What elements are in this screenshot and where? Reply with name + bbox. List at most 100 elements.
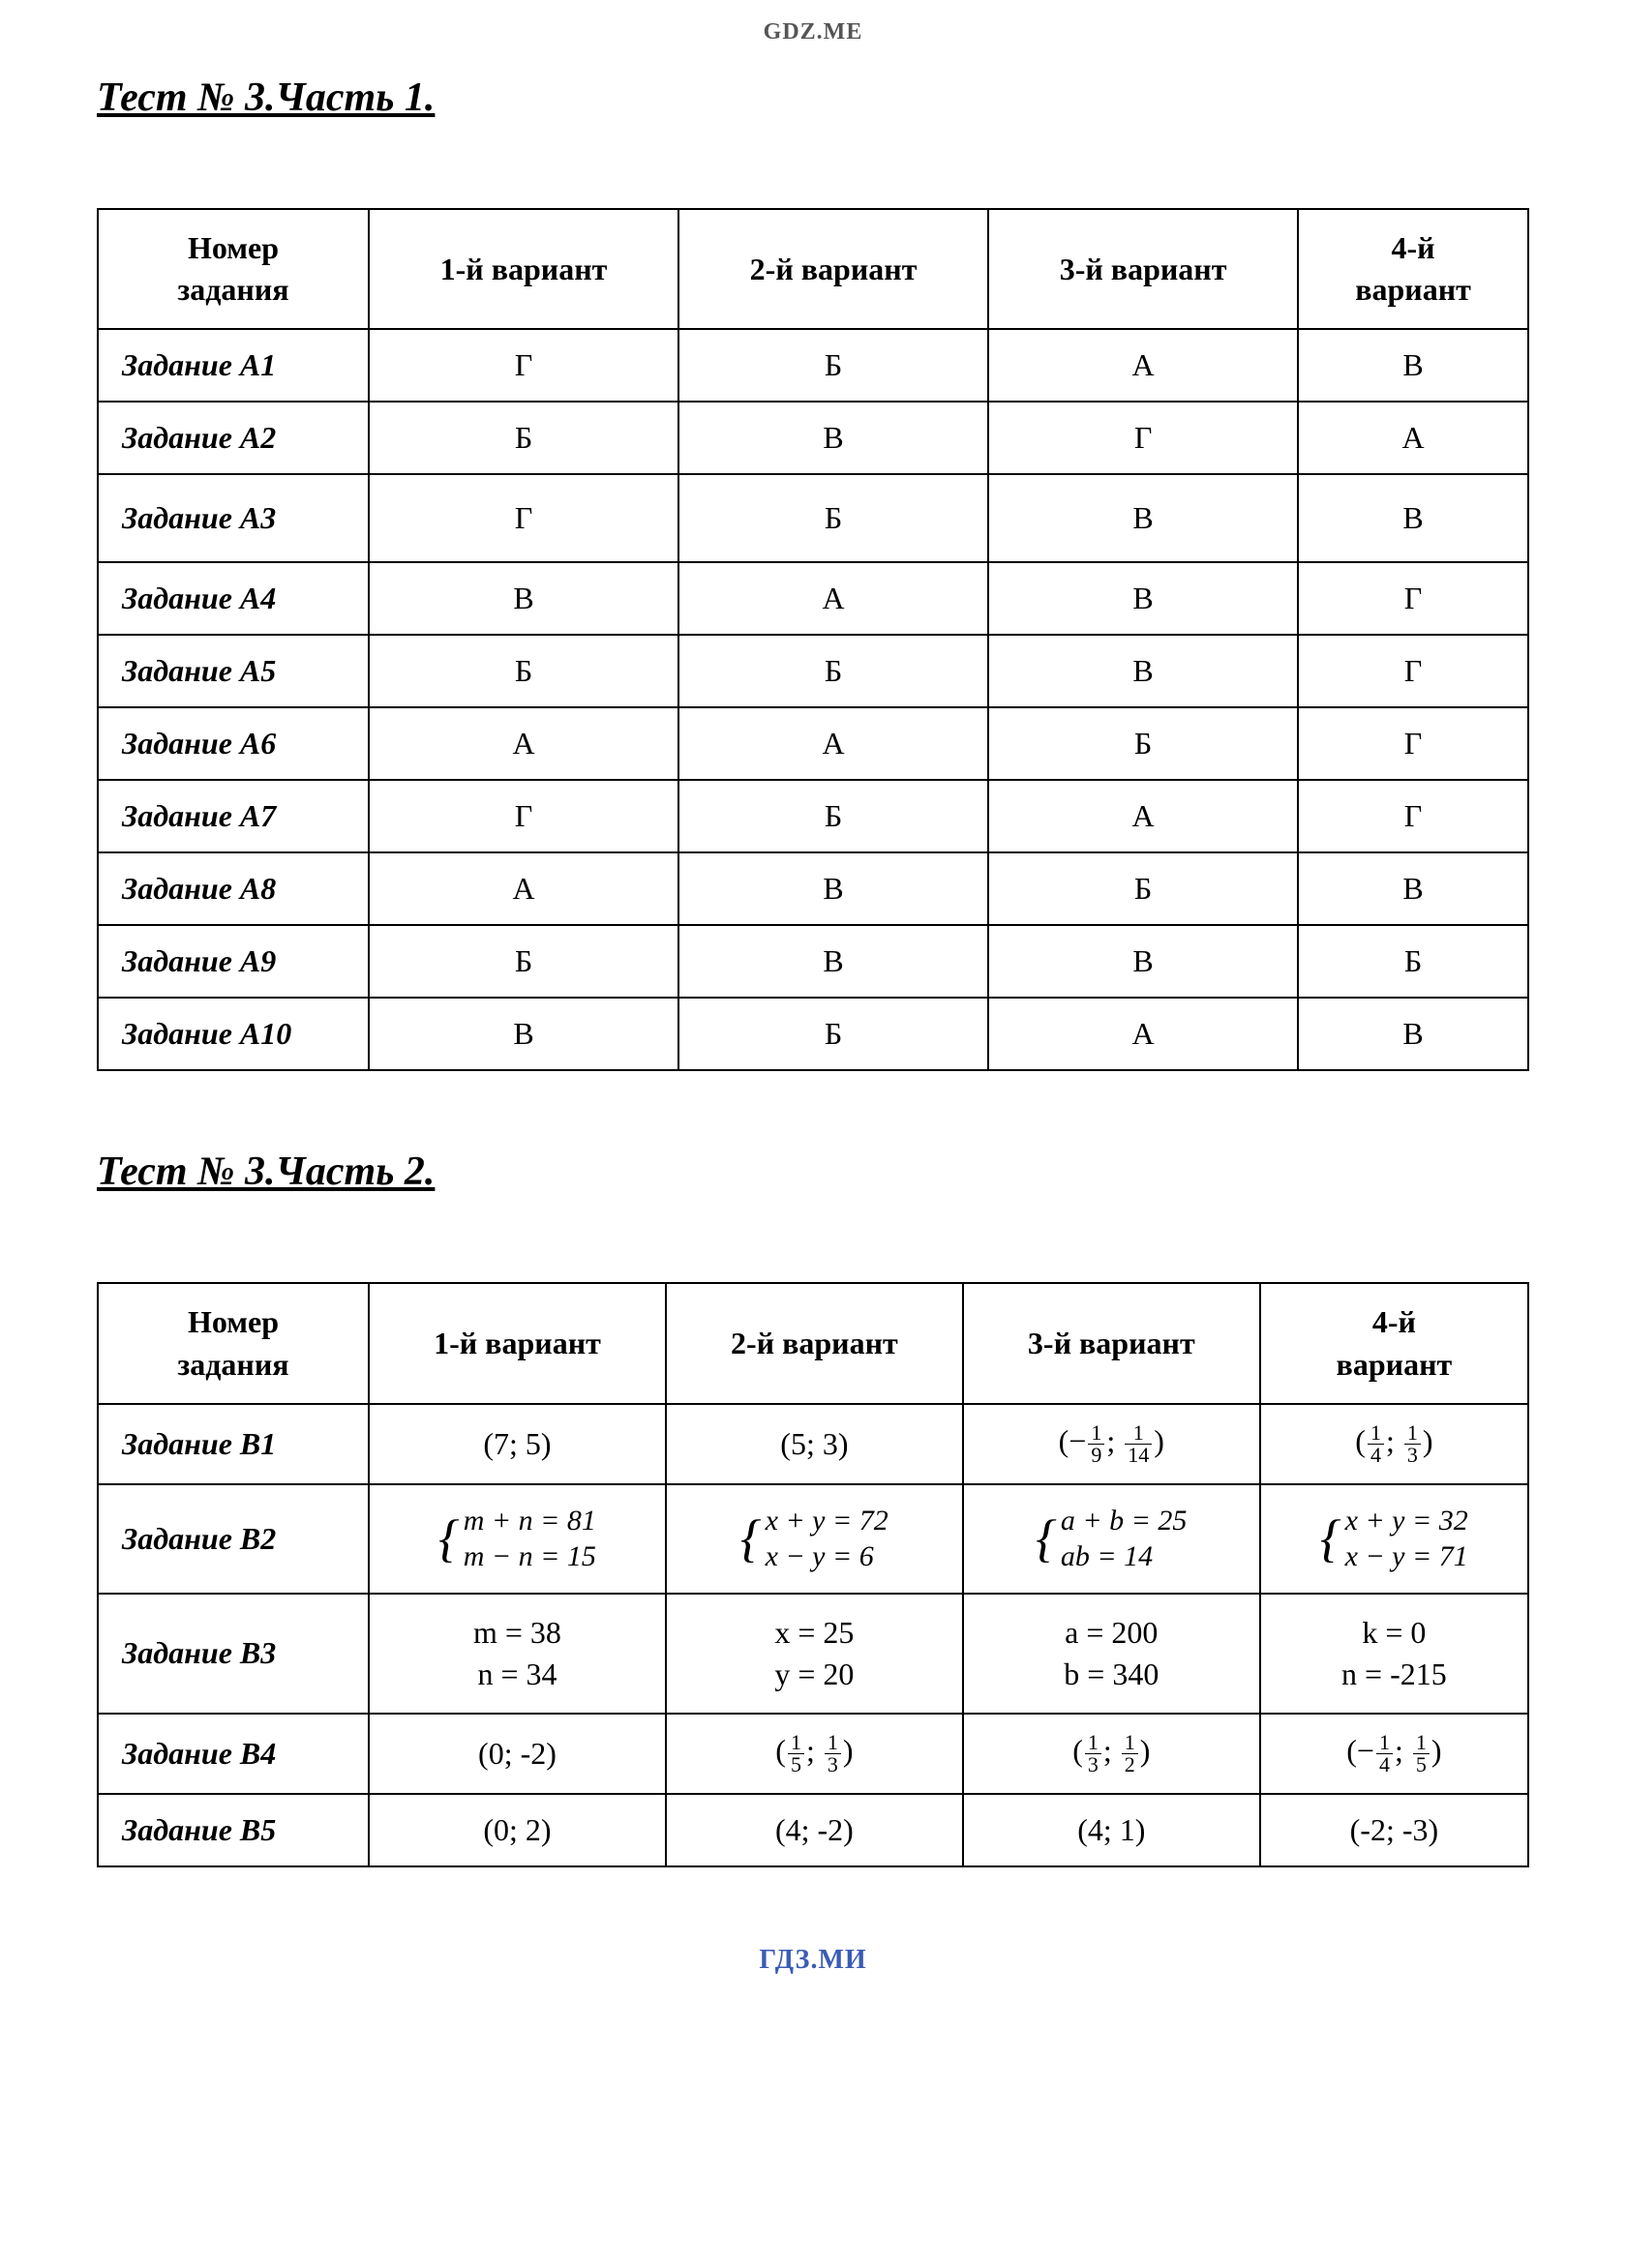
row-label: Задание В3 [98, 1594, 369, 1714]
hdr2-line1: Номерзадания [177, 1304, 288, 1381]
answer-cell: (−19; 114) [963, 1404, 1260, 1484]
answer-cell: Б [988, 707, 1298, 780]
answer-cell: a = 200b = 340 [963, 1594, 1260, 1714]
table-row: Задание А8АВБВ [98, 852, 1528, 925]
answer-cell: Б [1298, 925, 1528, 998]
answer-cell: Б [678, 474, 988, 562]
answer-cell: {m + n = 81m − n = 15 [369, 1484, 666, 1594]
answer-cell: Б [988, 852, 1298, 925]
answer-cell: (13; 12) [963, 1714, 1260, 1794]
answer-cell: Г [369, 329, 678, 402]
answer-cell: x = 25y = 20 [666, 1594, 963, 1714]
table-row: Задание А7ГБАГ [98, 780, 1528, 852]
row-label: Задание А1 [98, 329, 369, 402]
row-label: Задание А9 [98, 925, 369, 998]
hdr-line1: Номерзадания [177, 230, 288, 307]
answer-cell: А [1298, 402, 1528, 474]
answer-cell: Г [369, 474, 678, 562]
answer-cell: {a + b = 25ab = 14 [963, 1484, 1260, 1594]
part1-header-row: Номерзадания 1-й вариант 2-й вариант 3-й… [98, 209, 1528, 329]
answer-cell: k = 0n = -215 [1260, 1594, 1528, 1714]
answer-cell: Б [678, 780, 988, 852]
table-row: Задание В1(7; 5)(5; 3)(−19; 114)(14; 13) [98, 1404, 1528, 1484]
answer-cell: В [988, 474, 1298, 562]
answer-cell: А [988, 329, 1298, 402]
answer-cell: (4; -2) [666, 1794, 963, 1866]
answer-cell: В [988, 635, 1298, 707]
answer-cell: В [678, 925, 988, 998]
answer-cell: В [369, 998, 678, 1070]
answer-cell: Б [678, 329, 988, 402]
row-label: Задание В5 [98, 1794, 369, 1866]
part1-header-v4: 4-йвариант [1298, 209, 1528, 329]
part2-header-task: Номерзадания [98, 1283, 369, 1403]
row-label: Задание В2 [98, 1484, 369, 1594]
table-row: Задание А10ВБАВ [98, 998, 1528, 1070]
table-row: Задание А4ВАВГ [98, 562, 1528, 635]
answer-cell: m = 38n = 34 [369, 1594, 666, 1714]
part2-header-v4: 4-йвариант [1260, 1283, 1528, 1403]
answer-cell: (−14; 15) [1260, 1714, 1528, 1794]
answer-cell: В [369, 562, 678, 635]
answer-cell: Г [369, 780, 678, 852]
answer-cell: {x + y = 32x − y = 71 [1260, 1484, 1528, 1594]
table-row: Задание А6ААБГ [98, 707, 1528, 780]
answer-cell: А [988, 998, 1298, 1070]
answer-cell: (7; 5) [369, 1404, 666, 1484]
part2-header-v1: 1-й вариант [369, 1283, 666, 1403]
table-row: Задание А1ГБАВ [98, 329, 1528, 402]
row-label: Задание А6 [98, 707, 369, 780]
answer-cell: В [678, 852, 988, 925]
answer-cell: А [678, 707, 988, 780]
row-label: Задание А3 [98, 474, 369, 562]
answer-cell: (0; -2) [369, 1714, 666, 1794]
table-row: Задание В2{m + n = 81m − n = 15{x + y = … [98, 1484, 1528, 1594]
table-row: Задание А5ББВГ [98, 635, 1528, 707]
watermark-top: GDZ.ME [97, 19, 1529, 45]
answer-cell: В [678, 402, 988, 474]
answer-cell: В [1298, 329, 1528, 402]
answer-cell: В [988, 562, 1298, 635]
page: GDZ.ME Тест № 3.Часть 1. Номерзадания 1-… [0, 0, 1626, 2034]
watermark-bottom: ГДЗ.МИ [97, 1945, 1529, 1976]
row-label: Задание А5 [98, 635, 369, 707]
answer-cell: {x + y = 72x − y = 6 [666, 1484, 963, 1594]
part2-header-row: Номерзадания 1-й вариант 2-й вариант 3-й… [98, 1283, 1528, 1403]
row-label: Задание В4 [98, 1714, 369, 1794]
row-label: Задание А4 [98, 562, 369, 635]
answer-cell: (0; 2) [369, 1794, 666, 1866]
answer-cell: Г [1298, 562, 1528, 635]
answer-cell: Г [1298, 707, 1528, 780]
part1-header-v2: 2-й вариант [678, 209, 988, 329]
answer-cell: (4; 1) [963, 1794, 1260, 1866]
part1-body: Задание А1ГБАВЗадание А2БВГАЗадание А3ГБ… [98, 329, 1528, 1070]
table-row: Задание А2БВГА [98, 402, 1528, 474]
table-row: Задание В5(0; 2)(4; -2)(4; 1)(-2; -3) [98, 1794, 1528, 1866]
answer-cell: А [369, 707, 678, 780]
row-label: Задание А7 [98, 780, 369, 852]
part1-header-v1: 1-й вариант [369, 209, 678, 329]
part2-body: Задание В1(7; 5)(5; 3)(−19; 114)(14; 13)… [98, 1404, 1528, 1866]
answer-cell: (15; 13) [666, 1714, 963, 1794]
row-label: Задание А8 [98, 852, 369, 925]
part1-header-task: Номерзадания [98, 209, 369, 329]
row-label: Задание А10 [98, 998, 369, 1070]
answer-cell: А [678, 562, 988, 635]
answer-cell: Б [678, 998, 988, 1070]
answer-cell: Б [369, 402, 678, 474]
part2-header-v2: 2-й вариант [666, 1283, 963, 1403]
part1-table: Номерзадания 1-й вариант 2-й вариант 3-й… [97, 208, 1529, 1071]
table-row: Задание А3ГБВВ [98, 474, 1528, 562]
part2-table: Номерзадания 1-й вариант 2-й вариант 3-й… [97, 1282, 1529, 1867]
answer-cell: (5; 3) [666, 1404, 963, 1484]
part2-header-v3: 3-й вариант [963, 1283, 1260, 1403]
answer-cell: Б [678, 635, 988, 707]
answer-cell: В [1298, 998, 1528, 1070]
table-row: Задание В4(0; -2)(15; 13)(13; 12)(−14; 1… [98, 1714, 1528, 1794]
part2-title: Тест № 3.Часть 2. [97, 1149, 1529, 1195]
answer-cell: Г [1298, 780, 1528, 852]
answer-cell: А [988, 780, 1298, 852]
row-label: Задание В1 [98, 1404, 369, 1484]
table-row: Задание А9БВВБ [98, 925, 1528, 998]
answer-cell: Г [988, 402, 1298, 474]
